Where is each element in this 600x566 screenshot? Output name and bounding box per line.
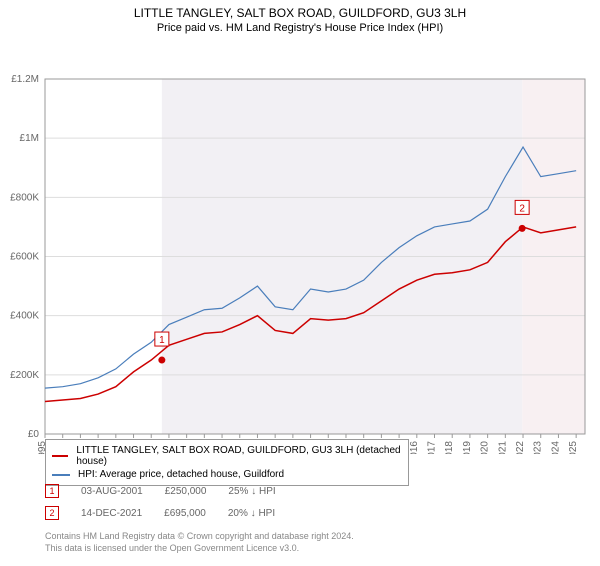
svg-text:2017: 2017 <box>427 441 438 454</box>
sale-marker-1-icon: 1 <box>45 484 59 498</box>
sale-price-1: £250,000 <box>165 486 207 497</box>
sale-marker-2-icon: 2 <box>45 506 59 520</box>
sale-row-2: 2 14-DEC-2021 £695,000 20% ↓ HPI <box>45 506 275 520</box>
svg-text:2024: 2024 <box>550 441 561 454</box>
chart-svg: £0£200K£400K£600K£800K£1M£1.2M1995199619… <box>0 34 600 454</box>
svg-text:£400K: £400K <box>10 311 39 322</box>
legend-label-2: HPI: Average price, detached house, Guil… <box>78 469 284 480</box>
legend-swatch-2 <box>52 474 70 476</box>
svg-text:1: 1 <box>159 335 165 346</box>
sale-date-2: 14-DEC-2021 <box>81 508 142 519</box>
svg-text:2016: 2016 <box>409 441 420 454</box>
attribution-line-2: This data is licensed under the Open Gov… <box>45 543 354 555</box>
svg-text:2021: 2021 <box>497 441 508 454</box>
attribution: Contains HM Land Registry data © Crown c… <box>45 531 354 554</box>
svg-text:2025: 2025 <box>568 441 579 454</box>
legend-swatch-1 <box>52 455 68 457</box>
sale-row-1: 1 03-AUG-2001 £250,000 25% ↓ HPI <box>45 484 276 498</box>
svg-text:£0: £0 <box>28 429 40 440</box>
svg-text:2: 2 <box>519 203 525 214</box>
svg-text:2023: 2023 <box>533 441 544 454</box>
sale-date-1: 03-AUG-2001 <box>81 486 143 497</box>
chart-title: LITTLE TANGLEY, SALT BOX ROAD, GUILDFORD… <box>0 6 600 20</box>
svg-text:£600K: £600K <box>10 252 39 263</box>
svg-text:2019: 2019 <box>462 441 473 454</box>
svg-text:£800K: £800K <box>10 192 39 203</box>
svg-text:2018: 2018 <box>444 441 455 454</box>
svg-text:£1M: £1M <box>20 133 39 144</box>
sale-price-2: £695,000 <box>164 508 206 519</box>
svg-text:£1.2M: £1.2M <box>11 74 39 85</box>
legend-label-1: LITTLE TANGLEY, SALT BOX ROAD, GUILDFORD… <box>76 445 402 467</box>
svg-text:2020: 2020 <box>480 441 491 454</box>
sale-delta-1: 25% ↓ HPI <box>228 486 275 497</box>
chart-subtitle: Price paid vs. HM Land Registry's House … <box>0 22 600 34</box>
legend: LITTLE TANGLEY, SALT BOX ROAD, GUILDFORD… <box>45 439 409 486</box>
svg-text:2022: 2022 <box>515 441 526 454</box>
sale-delta-2: 20% ↓ HPI <box>228 508 275 519</box>
attribution-line-1: Contains HM Land Registry data © Crown c… <box>45 531 354 543</box>
svg-text:£200K: £200K <box>10 370 39 381</box>
